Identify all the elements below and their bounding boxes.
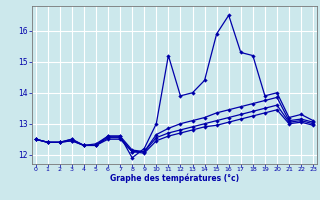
X-axis label: Graphe des températures (°c): Graphe des températures (°c) <box>110 174 239 183</box>
